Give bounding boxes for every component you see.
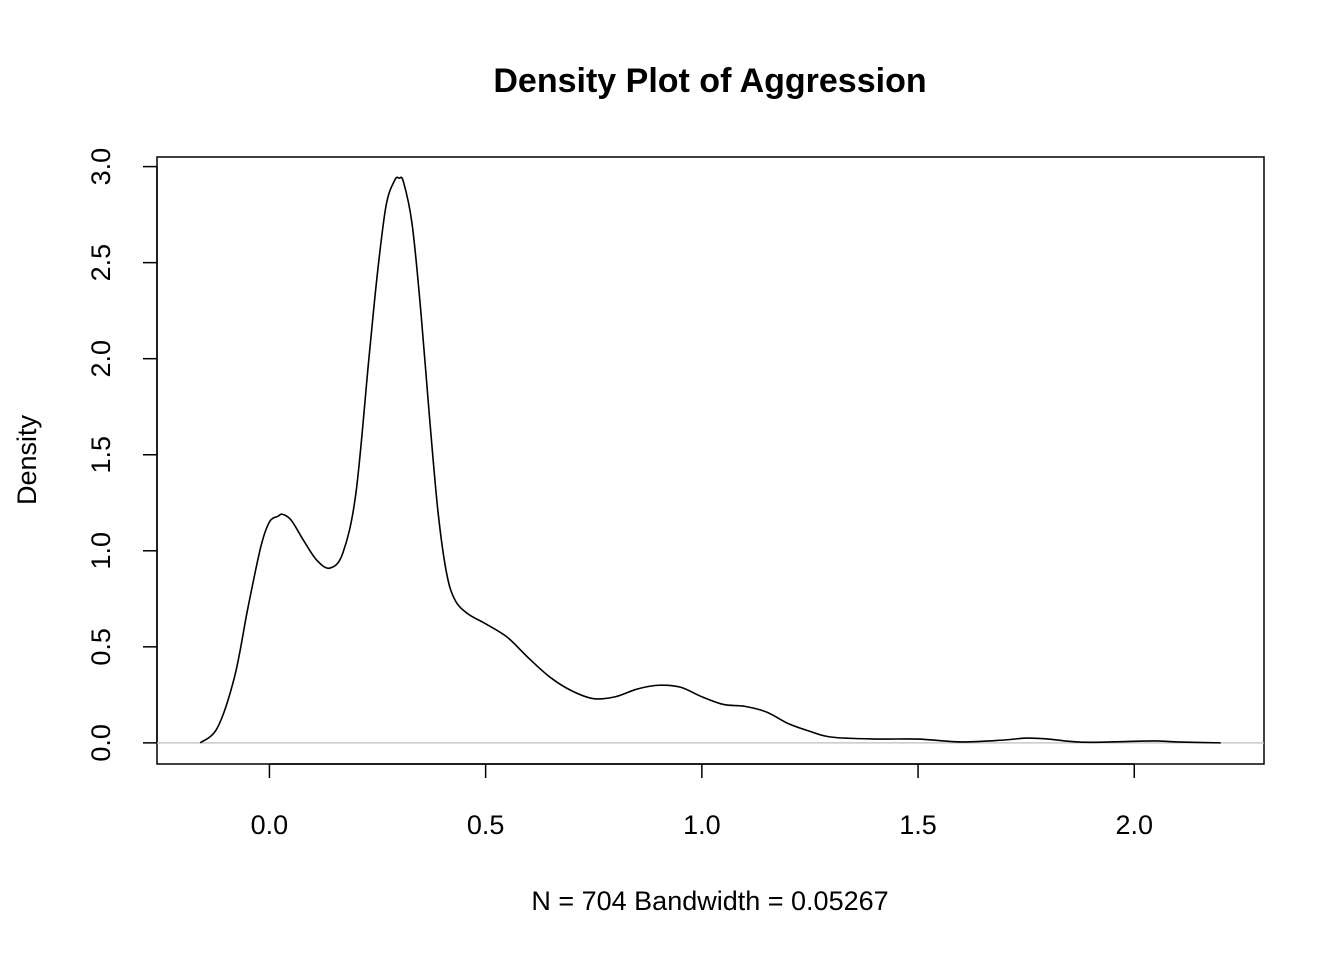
x-tick-label: 0.5 <box>467 810 505 840</box>
x-axis-label: N = 704 Bandwidth = 0.05267 <box>531 886 888 916</box>
x-tick-label: 0.0 <box>251 810 289 840</box>
y-tick-label: 1.5 <box>86 436 116 474</box>
x-axis: 0.0 0.5 1.0 1.5 2.0 <box>251 763 1154 840</box>
y-tick-label: 3.0 <box>86 148 116 186</box>
y-tick-label: 0.5 <box>86 628 116 666</box>
plot-area-border <box>156 156 1265 765</box>
chart-title: Density Plot of Aggression <box>493 62 926 100</box>
y-tick-label: 2.5 <box>86 244 116 282</box>
density-curve <box>199 176 1221 744</box>
y-tick-label: 1.0 <box>86 532 116 570</box>
y-tick-label: 0.0 <box>86 724 116 762</box>
x-tick-label: 1.5 <box>899 810 937 840</box>
y-axis: 0.0 0.5 1.0 1.5 2.0 2.5 3.0 <box>86 148 158 762</box>
x-tick-label: 1.0 <box>683 810 721 840</box>
y-tick-label: 2.0 <box>86 340 116 378</box>
y-axis-label: Density <box>12 414 42 505</box>
x-tick-label: 2.0 <box>1116 810 1154 840</box>
